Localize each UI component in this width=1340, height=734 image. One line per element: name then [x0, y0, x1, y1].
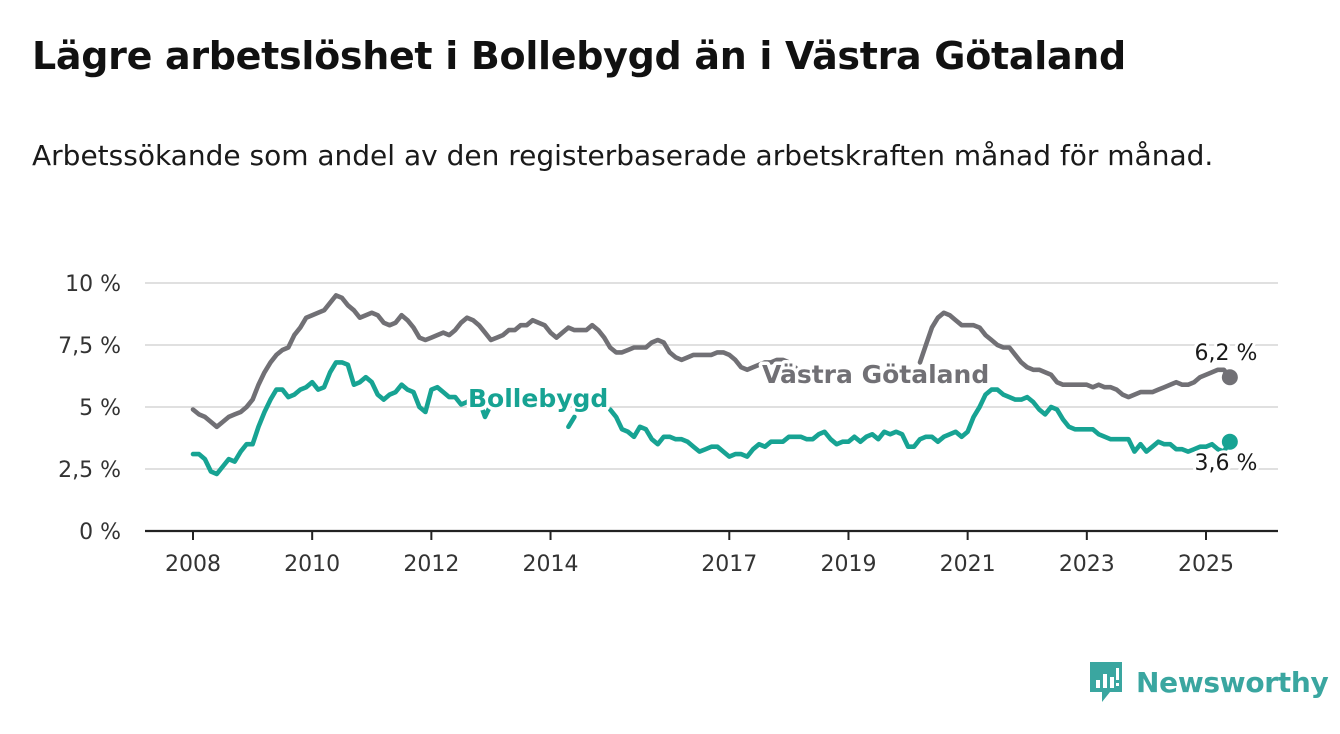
end-value-label: 6,2 %: [1195, 341, 1258, 366]
series-bollebygd: [190, 360, 1238, 477]
series-lines: [190, 293, 1238, 477]
x-tick-label: 2025: [1178, 552, 1234, 577]
y-tick-label: 10 %: [65, 272, 121, 297]
y-tick-label: 5 %: [79, 396, 121, 421]
brand-name: Newsworthy: [1136, 665, 1329, 699]
x-tick-label: 2008: [165, 552, 221, 577]
series-line: [190, 360, 1233, 477]
series-end-marker: [1221, 369, 1238, 386]
chart-subtitle: Arbetssökande som andel av den registerb…: [32, 139, 1214, 172]
brand: Newsworthy: [1088, 660, 1329, 704]
x-tick-label: 2014: [523, 552, 579, 577]
newsworthy-logo-icon: [1090, 662, 1122, 702]
end-value-label: 3,6 %: [1195, 451, 1258, 476]
y-tick-label: 0 %: [79, 520, 121, 545]
x-tick-label: 2010: [284, 552, 340, 577]
chart-title: Lägre arbetslöshet i Bollebygd än i Väst…: [32, 34, 1126, 78]
chart-labels: Västra Götaland Bollebygd 6,2 % 3,6 %: [465, 338, 1261, 479]
y-tick-label: 2,5 %: [58, 458, 121, 483]
x-tick-label: 2023: [1059, 552, 1115, 577]
x-axis: 2008 2010 2012 2014 2017 2019 2021 2023 2025: [145, 529, 1278, 577]
series-end-marker: [1221, 433, 1238, 450]
x-tick-label: 2019: [820, 552, 876, 577]
series-name-label: Bollebygd: [468, 384, 608, 413]
series-name-label: Västra Götaland: [762, 360, 989, 389]
y-tick-label: 7,5 %: [58, 334, 121, 359]
series-line: [190, 293, 1233, 430]
x-tick-label: 2012: [403, 552, 459, 577]
x-tick-label: 2017: [701, 552, 757, 577]
series-västra-götaland: [190, 293, 1238, 430]
gridlines: 0 % 2,5 % 5 % 7,5 % 10 %: [58, 272, 1278, 545]
x-tick-label: 2021: [940, 552, 996, 577]
